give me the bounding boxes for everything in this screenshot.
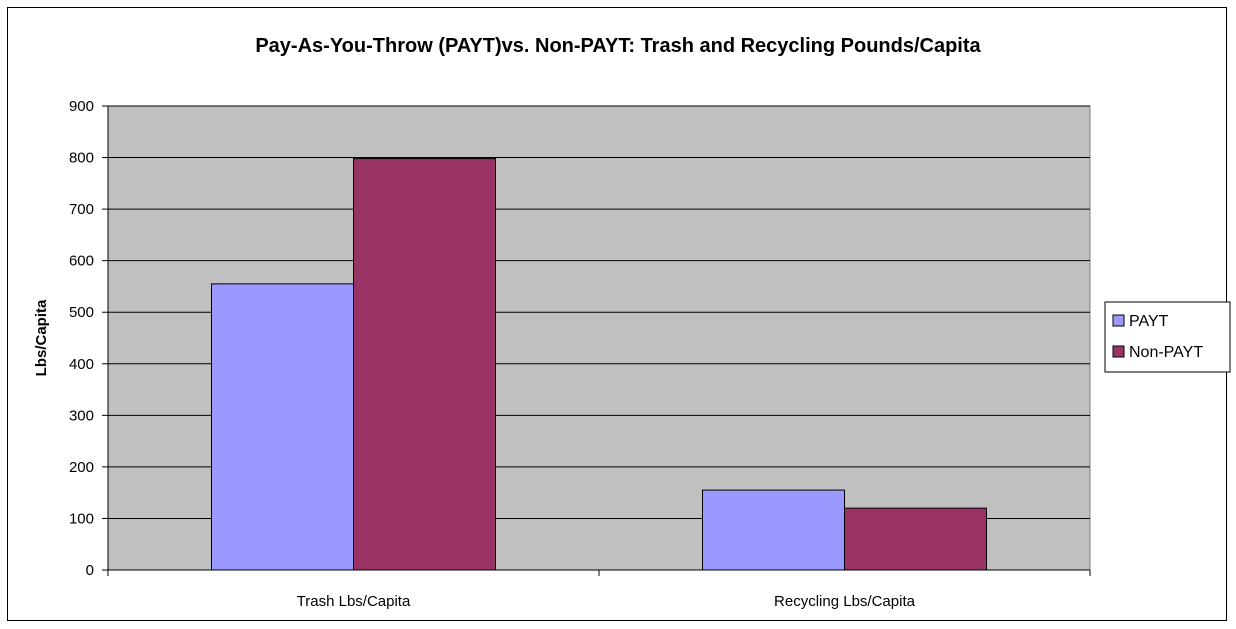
legend-label: Non-PAYT: [1129, 344, 1203, 361]
y-tick-label: 700: [69, 201, 94, 218]
legend: PAYT Non-PAYT: [1104, 301, 1231, 373]
axes: [102, 105, 1091, 576]
legend-label: PAYT: [1129, 313, 1169, 330]
bar-payt-2: [702, 489, 845, 571]
x-category-label: Trash Lbs/Capita: [297, 593, 411, 610]
bars: [211, 158, 987, 571]
y-tick-label: 600: [69, 253, 94, 270]
y-tick-label: 0: [86, 562, 94, 579]
x-category-label: Recycling Lbs/Capita: [774, 593, 916, 610]
bar-non-payt-1: [353, 158, 496, 571]
y-tick-label: 900: [69, 98, 94, 115]
y-tick-label: 100: [69, 510, 94, 527]
bar-payt-1: [211, 283, 354, 571]
chart-title: Pay-As-You-Throw (PAYT)vs. Non-PAYT: Tra…: [255, 35, 981, 57]
x-category-labels: Trash Lbs/Capita Recycling Lbs/Capita: [297, 593, 916, 610]
y-tick-labels: 0 100 200 300 400 500 600 700 800 900: [69, 98, 94, 579]
y-tick-label: 200: [69, 459, 94, 476]
legend-box: [1104, 301, 1231, 373]
bar-non-payt-2: [844, 507, 987, 571]
legend-swatch: [1112, 345, 1125, 358]
y-tick-label: 800: [69, 150, 94, 167]
y-tick-label: 400: [69, 356, 94, 373]
y-tick-label: 300: [69, 407, 94, 424]
legend-swatch: [1112, 314, 1125, 327]
y-tick-label: 500: [69, 304, 94, 321]
y-axis-label: Lbs/Capita: [33, 299, 50, 376]
